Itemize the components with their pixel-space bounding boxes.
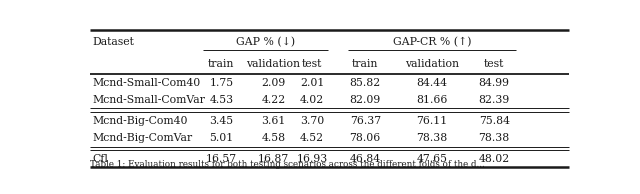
Text: 85.82: 85.82 xyxy=(349,78,381,88)
Text: Cfl: Cfl xyxy=(92,154,108,164)
Text: GAP-CR % (↑): GAP-CR % (↑) xyxy=(393,37,472,48)
Text: 84.99: 84.99 xyxy=(479,78,509,88)
Text: 81.66: 81.66 xyxy=(417,95,448,105)
Text: 82.09: 82.09 xyxy=(349,95,381,105)
Text: 76.11: 76.11 xyxy=(417,116,448,126)
Text: 2.09: 2.09 xyxy=(261,78,285,88)
Text: Mcnd-Big-ComVar: Mcnd-Big-ComVar xyxy=(92,133,193,143)
Text: train: train xyxy=(352,59,378,69)
Text: 75.84: 75.84 xyxy=(479,116,509,126)
Text: 82.39: 82.39 xyxy=(479,95,510,105)
Text: train: train xyxy=(208,59,234,69)
Text: 4.58: 4.58 xyxy=(261,133,285,143)
Text: 3.45: 3.45 xyxy=(209,116,234,126)
Text: 47.65: 47.65 xyxy=(417,154,447,164)
Text: 4.53: 4.53 xyxy=(209,95,234,105)
Text: validation: validation xyxy=(405,59,459,69)
Text: GAP % (↓): GAP % (↓) xyxy=(236,37,295,48)
Text: 78.38: 78.38 xyxy=(479,133,510,143)
Text: 1.75: 1.75 xyxy=(209,78,234,88)
Text: Mcnd-Small-Com40: Mcnd-Small-Com40 xyxy=(92,78,201,88)
Text: Dataset: Dataset xyxy=(92,37,134,47)
Text: 4.02: 4.02 xyxy=(300,95,324,105)
Text: 3.61: 3.61 xyxy=(261,116,285,126)
Text: 4.52: 4.52 xyxy=(300,133,324,143)
Text: validation: validation xyxy=(246,59,300,69)
Text: test: test xyxy=(484,59,504,69)
Text: 48.02: 48.02 xyxy=(479,154,510,164)
Text: 3.70: 3.70 xyxy=(300,116,324,126)
Text: 76.37: 76.37 xyxy=(349,116,381,126)
Text: Table 1: Evaluation results for both testing scenarios across the different fold: Table 1: Evaluation results for both tes… xyxy=(90,160,484,169)
Text: Mcnd-Small-ComVar: Mcnd-Small-ComVar xyxy=(92,95,205,105)
Text: 78.06: 78.06 xyxy=(349,133,381,143)
Text: test: test xyxy=(302,59,323,69)
Text: Mcnd-Big-Com40: Mcnd-Big-Com40 xyxy=(92,116,188,126)
Text: 16.87: 16.87 xyxy=(258,154,289,164)
Text: 78.38: 78.38 xyxy=(417,133,448,143)
Text: 84.44: 84.44 xyxy=(417,78,447,88)
Text: 16.93: 16.93 xyxy=(296,154,328,164)
Text: 5.01: 5.01 xyxy=(209,133,234,143)
Text: 4.22: 4.22 xyxy=(261,95,285,105)
Text: 2.01: 2.01 xyxy=(300,78,324,88)
Text: 46.84: 46.84 xyxy=(349,154,381,164)
Text: 16.57: 16.57 xyxy=(206,154,237,164)
